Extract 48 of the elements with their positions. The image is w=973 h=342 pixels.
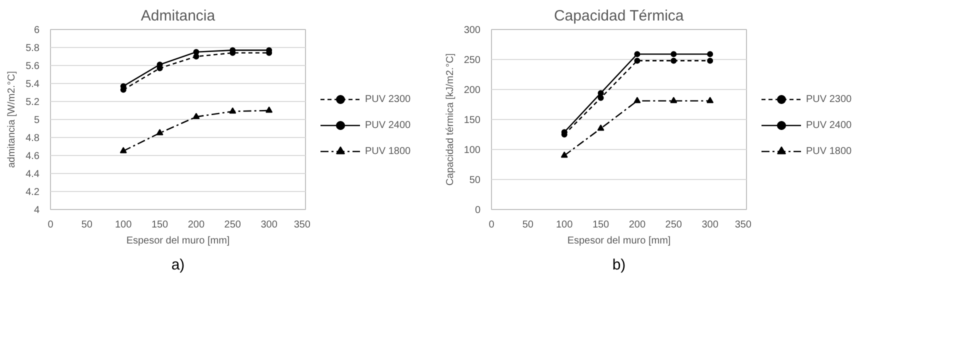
y-tick-label: 0 bbox=[474, 205, 481, 216]
y-tick-label: 250 bbox=[464, 55, 481, 66]
x-tick-label: 250 bbox=[224, 220, 242, 230]
y-axis-title: Capacidad térmica [kJ/m2.°C] bbox=[444, 53, 456, 186]
chart-title: Admitancia bbox=[140, 8, 216, 24]
x-tick-label: 150 bbox=[151, 220, 169, 230]
text: a) bbox=[171, 256, 185, 274]
legend-label: PUV 2300 bbox=[365, 94, 411, 104]
legend-label: PUV 1800 bbox=[365, 146, 411, 156]
y-tick-label: 4.8 bbox=[26, 133, 40, 144]
y-tick-label: 5.2 bbox=[26, 97, 40, 108]
y-tick-label: 5.8 bbox=[26, 43, 40, 54]
x-tick-label: 200 bbox=[188, 220, 205, 230]
chart-title: Capacidad Térmica bbox=[554, 8, 684, 24]
text: b) bbox=[612, 256, 626, 274]
y-tick-label: 4.2 bbox=[26, 187, 40, 198]
legend-label: PUV 2400 bbox=[365, 120, 411, 130]
y-tick-label: 5.4 bbox=[26, 79, 40, 90]
y-tick-label: 4 bbox=[34, 205, 40, 216]
x-tick-label: 50 bbox=[522, 220, 534, 230]
x-tick-label: 350 bbox=[734, 220, 752, 230]
y-tick-label: 200 bbox=[464, 85, 481, 96]
x-tick-label: 0 bbox=[48, 220, 54, 230]
x-axis-title: Espesor del muro [mm] bbox=[126, 236, 230, 246]
y-tick-label: 4.6 bbox=[26, 151, 40, 162]
y-tick-label: 300 bbox=[464, 25, 481, 36]
y-tick-label: 5.6 bbox=[26, 61, 40, 72]
x-axis-title: Espesor del muro [mm] bbox=[567, 236, 671, 246]
legend-label: PUV 2300 bbox=[806, 94, 852, 104]
x-tick-label: 350 bbox=[294, 220, 311, 230]
y-tick-label: 150 bbox=[464, 115, 481, 126]
x-tick-label: 250 bbox=[665, 220, 682, 230]
legend-label: PUV 2400 bbox=[806, 120, 852, 130]
x-tick-label: 300 bbox=[260, 220, 278, 230]
x-tick-label: 300 bbox=[702, 220, 719, 230]
x-tick-label: 200 bbox=[628, 220, 646, 230]
y-tick-label: 100 bbox=[464, 145, 481, 156]
y-tick-label: 4.4 bbox=[26, 169, 40, 180]
y-axis-title: admitancia [W/m2.°C] bbox=[6, 70, 18, 168]
y-tick-label: 50 bbox=[469, 175, 481, 186]
x-tick-label: 0 bbox=[488, 220, 495, 230]
x-tick-label: 50 bbox=[81, 220, 93, 230]
legend-label: PUV 1800 bbox=[806, 146, 852, 156]
x-tick-label: 150 bbox=[592, 220, 610, 230]
y-tick-label: 6 bbox=[34, 25, 40, 36]
x-tick-label: 100 bbox=[556, 220, 574, 230]
x-tick-label: 100 bbox=[115, 220, 132, 230]
y-tick-label: 5 bbox=[34, 115, 40, 126]
